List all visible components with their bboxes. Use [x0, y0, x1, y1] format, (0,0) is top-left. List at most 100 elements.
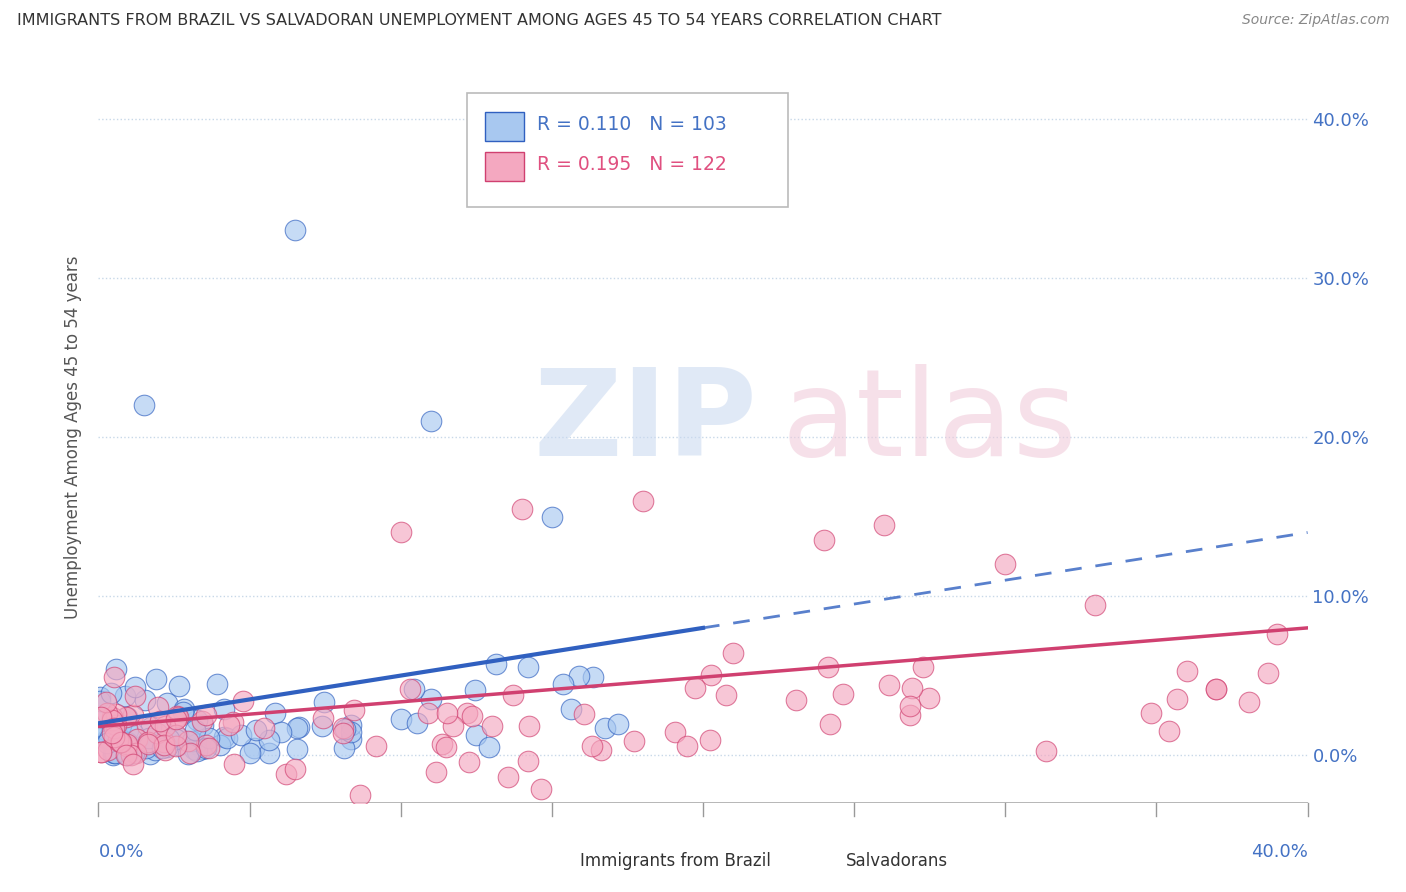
Point [89, 710, 111, 724]
Point [134, 693, 156, 707]
Point [595, 722, 617, 736]
Point [519, 719, 541, 733]
Point [1084, 598, 1107, 612]
Point [343, 703, 366, 717]
Point [198, 741, 221, 756]
Text: R = 0.110   N = 103: R = 0.110 N = 103 [537, 115, 727, 135]
Point [191, 714, 214, 728]
Point [1035, 744, 1057, 758]
Point [912, 659, 935, 673]
Point [516, 660, 538, 674]
Point [700, 668, 723, 682]
FancyBboxPatch shape [485, 112, 524, 141]
Point [87, 710, 110, 724]
Text: R = 0.195   N = 122: R = 0.195 N = 122 [537, 155, 727, 175]
Point [631, 493, 654, 508]
Point [135, 738, 157, 752]
Point [89, 693, 111, 707]
Point [994, 558, 1017, 572]
Point [96, 706, 118, 721]
Point [785, 693, 807, 707]
Point [91, 724, 114, 739]
Text: 0.0%: 0.0% [98, 843, 143, 861]
Point [183, 742, 205, 756]
Point [138, 735, 160, 749]
Point [103, 669, 125, 683]
Point [195, 708, 218, 723]
Point [457, 755, 479, 769]
Point [97, 732, 120, 747]
Point [253, 721, 276, 735]
Point [606, 717, 628, 731]
Point [212, 730, 235, 744]
Point [96, 736, 118, 750]
Point [90, 746, 112, 760]
Point [104, 662, 127, 676]
Point [186, 744, 208, 758]
Point [877, 678, 900, 692]
Point [114, 747, 136, 762]
Point [103, 715, 125, 730]
Point [818, 716, 841, 731]
Point [165, 712, 187, 726]
Point [312, 695, 335, 709]
Y-axis label: Unemployment Among Ages 45 to 54 years: Unemployment Among Ages 45 to 54 years [65, 255, 83, 619]
Text: Source: ZipAtlas.com: Source: ZipAtlas.com [1241, 13, 1389, 28]
Point [1166, 691, 1188, 706]
Point [115, 735, 138, 749]
Point [167, 710, 190, 724]
Point [195, 741, 218, 756]
Point [122, 726, 145, 740]
Point [432, 737, 454, 751]
Point [721, 646, 744, 660]
Text: Immigrants from Brazil: Immigrants from Brazil [579, 852, 770, 870]
Point [311, 719, 333, 733]
Point [159, 732, 181, 747]
Point [103, 747, 125, 762]
Point [176, 734, 198, 748]
Point [110, 735, 132, 749]
Point [873, 517, 896, 532]
Point [212, 702, 235, 716]
Point [239, 746, 262, 760]
Point [276, 766, 298, 780]
Point [103, 721, 125, 735]
Point [477, 739, 499, 754]
Point [156, 739, 179, 754]
Point [581, 739, 603, 753]
Point [716, 688, 738, 702]
Point [152, 738, 174, 752]
Point [683, 681, 706, 695]
Point [568, 669, 591, 683]
Point [572, 706, 595, 721]
Point [180, 734, 202, 748]
Point [100, 710, 122, 724]
Point [198, 731, 221, 745]
Point [135, 741, 157, 756]
Point [136, 718, 159, 732]
Point [332, 721, 354, 735]
Point [530, 781, 553, 796]
Point [107, 732, 129, 747]
Point [105, 706, 128, 721]
Point [591, 743, 613, 757]
Point [167, 738, 190, 752]
Point [425, 764, 447, 779]
Point [125, 731, 148, 746]
Point [110, 718, 132, 732]
Point [664, 725, 686, 739]
Point [121, 707, 143, 722]
Point [510, 501, 533, 516]
Point [139, 720, 162, 734]
Point [582, 670, 605, 684]
Point [114, 690, 136, 704]
Point [101, 745, 124, 759]
Point [340, 717, 363, 731]
Point [1265, 627, 1288, 641]
Point [284, 223, 307, 237]
FancyBboxPatch shape [800, 853, 834, 869]
Point [179, 746, 201, 760]
Point [146, 700, 169, 714]
Point [177, 747, 200, 761]
Point [553, 677, 575, 691]
